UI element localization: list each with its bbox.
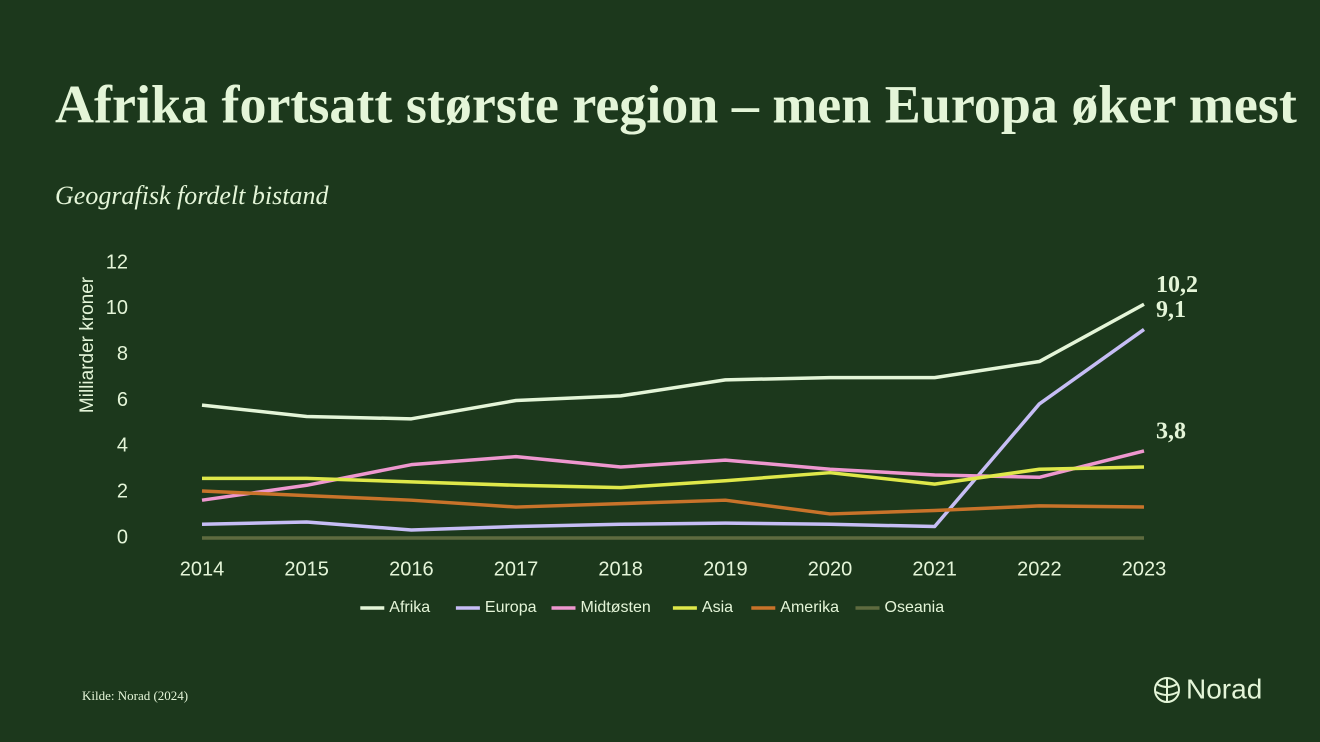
legend-label: Europa (485, 599, 537, 616)
legend-label: Asia (702, 599, 733, 616)
legend-label: Amerika (780, 599, 839, 616)
legend-label: Oseania (885, 599, 945, 616)
x-tick-label: 2023 (1122, 558, 1167, 580)
y-axis-label: Milliarder kroner (77, 276, 98, 413)
line (201, 302, 1145, 421)
x-tick-label: 2017 (494, 558, 539, 580)
legend-label: Afrika (389, 599, 430, 616)
y-tick-label: 10 (106, 297, 128, 319)
line (201, 328, 1146, 532)
y-tick-label: 0 (117, 526, 128, 548)
y-tick-label: 12 (106, 251, 128, 273)
logo-icon (1154, 677, 1180, 703)
source: Kilde: Norad (2024) (82, 688, 188, 703)
x-tick-label: 2016 (389, 558, 434, 580)
y-tick-label: 2 (117, 480, 128, 502)
x-tick-label: 2020 (808, 558, 853, 580)
x-tick-label: 2014 (180, 558, 225, 580)
chart-title: Afrika fortsatt største region – men Eur… (55, 74, 1297, 134)
line (201, 489, 1145, 516)
x-tick-label: 2019 (703, 558, 748, 580)
x-tick-label: 2015 (284, 558, 329, 580)
legend-label: Midtøsten (581, 599, 651, 616)
x-tick-label: 2022 (1017, 558, 1062, 580)
value-label: 9,1 (1156, 297, 1186, 323)
y-tick-label: 4 (117, 435, 128, 457)
value-label: 10,2 (1156, 272, 1198, 298)
y-tick-label: 8 (117, 343, 128, 365)
line (202, 465, 1145, 490)
value-label: 3,8 (1156, 418, 1186, 444)
x-tick-label: 2021 (912, 558, 957, 580)
chart-subtitle: Geografisk fordelt bistand (55, 181, 329, 210)
x-tick-label: 2018 (598, 558, 643, 580)
y-tick-label: 6 (117, 389, 128, 411)
brand: Norad (1186, 673, 1262, 704)
